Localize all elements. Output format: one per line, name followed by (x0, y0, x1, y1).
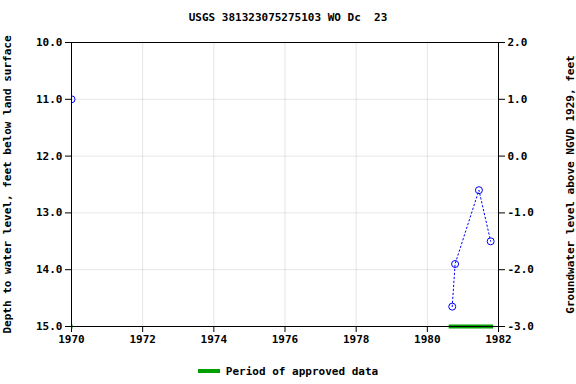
svg-text:14.0: 14.0 (36, 263, 63, 276)
svg-text:1.0: 1.0 (508, 93, 528, 106)
svg-text:1982: 1982 (485, 333, 512, 346)
svg-text:1970: 1970 (58, 333, 85, 346)
html-text:Period of approved data: Period of approved data (225, 364, 379, 378)
svg-text:1976: 1976 (272, 333, 299, 346)
svg-text:2.0: 2.0 (508, 36, 528, 49)
svg-text:13.0: 13.0 (36, 206, 63, 219)
svg-text:12.0: 12.0 (36, 150, 63, 163)
svg-text:1972: 1972 (129, 333, 156, 346)
svg-text:-2.0: -2.0 (508, 263, 535, 276)
svg-text:0.0: 0.0 (508, 150, 528, 163)
svg-text:Groundwater level above NGVD 1: Groundwater level above NGVD 1929, feet (564, 55, 576, 313)
svg-text:-1.0: -1.0 (508, 206, 535, 219)
svg-text:1978: 1978 (343, 333, 370, 346)
svg-text:Depth to water level, feet bel: Depth to water level, feet below land su… (1, 35, 14, 333)
html-text:USGS 381323075275103 WO Dc 23: USGS 381323075275103 WO Dc 23 (188, 11, 388, 24)
svg-text:10.0: 10.0 (36, 36, 63, 49)
svg-text:1974: 1974 (201, 333, 228, 346)
svg-text:-3.0: -3.0 (508, 320, 535, 333)
svg-text:1980: 1980 (414, 333, 441, 346)
svg-text:15.0: 15.0 (36, 320, 63, 333)
svg-text:11.0: 11.0 (36, 93, 63, 106)
